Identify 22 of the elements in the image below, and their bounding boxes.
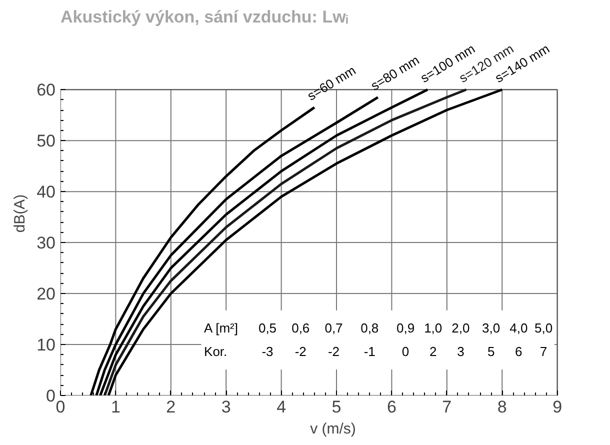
x-tick-label: 5	[332, 398, 342, 416]
text: A [m²] 0,5 0,6 0,7 0,8 0,9 1,0 2,0 3,0 4,0 5,0	[204, 320, 553, 336]
x-tick-label: 9	[552, 398, 562, 416]
x-tick-label: 4	[276, 398, 286, 416]
x-axis-title: v (m/s)	[310, 420, 356, 438]
x-tick-label: 3	[221, 398, 231, 416]
x-tick-label: 8	[497, 398, 507, 416]
y-tick-label: 60	[36, 80, 56, 100]
y-tick-label: 30	[36, 234, 56, 253]
y-axis-title: dB(A)	[12, 194, 29, 233]
y-tick-label: 40	[36, 182, 56, 202]
text: Kor. -3 -2 -2 -1 0 2 3 5 6 7	[204, 344, 548, 360]
x-tick-label: 2	[166, 398, 176, 416]
y-tick-label: 20	[36, 284, 56, 304]
x-tick-label: 6	[386, 398, 396, 416]
y-tick-label: 50	[36, 132, 56, 151]
text: s=60 mm	[304, 62, 358, 104]
text: s=80 mm	[368, 52, 422, 94]
y-tick-label: 10	[36, 336, 56, 355]
chart-title: Akustický výkon, sání vzduchu: Lwᵢ	[60, 8, 348, 26]
x-tick-label: 7	[442, 398, 452, 416]
x-tick-label: 1	[110, 398, 120, 416]
